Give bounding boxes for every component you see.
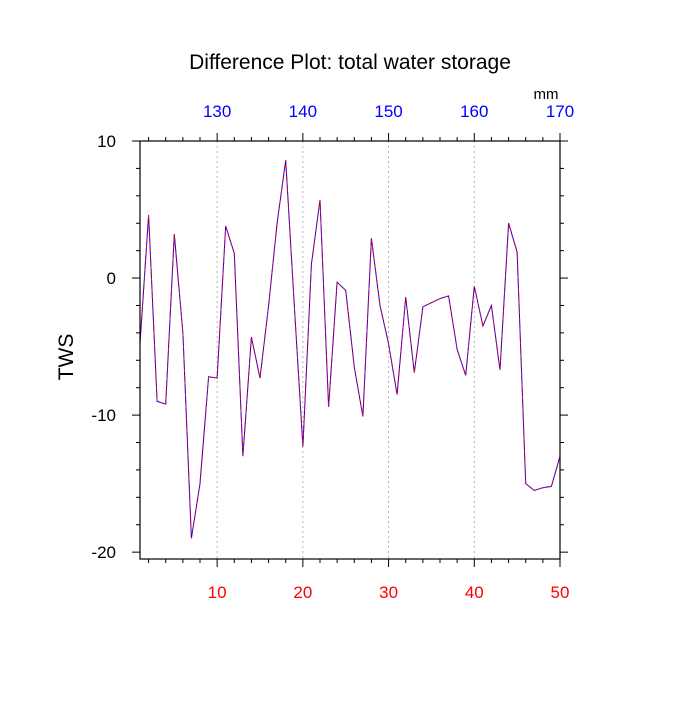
top-tick-label-170: 170 (546, 102, 574, 121)
top-axis-unit: mm (534, 86, 559, 103)
bottom-tick-label-50: 50 (551, 583, 570, 602)
tick-marks (132, 133, 568, 567)
chart-title: Difference Plot: total water storage (189, 51, 511, 74)
y-tick-label-0: 0 (107, 269, 116, 288)
y-tick-label-10: 10 (97, 132, 116, 151)
tick-labels: 10 20 30 40 50 130 140 150 160 170 10 0 -10 -20 (91, 102, 574, 602)
top-tick-label-160: 160 (460, 102, 488, 121)
y-tick-label--10: -10 (91, 406, 116, 425)
y-tick-label--20: -20 (91, 543, 116, 562)
y-axis-label: TWS (55, 334, 78, 381)
bottom-tick-label-30: 30 (379, 583, 398, 602)
bottom-tick-label-20: 20 (293, 583, 312, 602)
top-tick-label-130: 130 (203, 102, 231, 121)
bottom-tick-label-10: 10 (208, 583, 227, 602)
top-tick-label-140: 140 (289, 102, 317, 121)
bottom-tick-label-40: 40 (465, 583, 484, 602)
top-tick-label-150: 150 (374, 102, 402, 121)
plot-frame (139, 140, 561, 560)
series-line-dash-series_1 (139, 160, 561, 539)
series-lines (139, 160, 561, 539)
